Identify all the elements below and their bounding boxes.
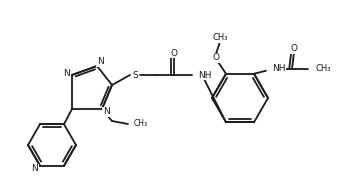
Text: CH₃: CH₃: [316, 64, 331, 73]
Text: NH: NH: [198, 70, 211, 80]
Text: N: N: [32, 164, 38, 173]
Text: N: N: [64, 69, 70, 78]
Text: NH: NH: [272, 64, 286, 73]
Text: O: O: [213, 53, 220, 62]
Text: CH₃: CH₃: [134, 119, 148, 129]
Text: O: O: [170, 48, 178, 58]
Text: S: S: [132, 70, 138, 80]
Text: N: N: [103, 108, 109, 117]
Text: CH₃: CH₃: [212, 33, 228, 42]
Text: N: N: [97, 58, 103, 67]
Text: O: O: [291, 44, 298, 53]
